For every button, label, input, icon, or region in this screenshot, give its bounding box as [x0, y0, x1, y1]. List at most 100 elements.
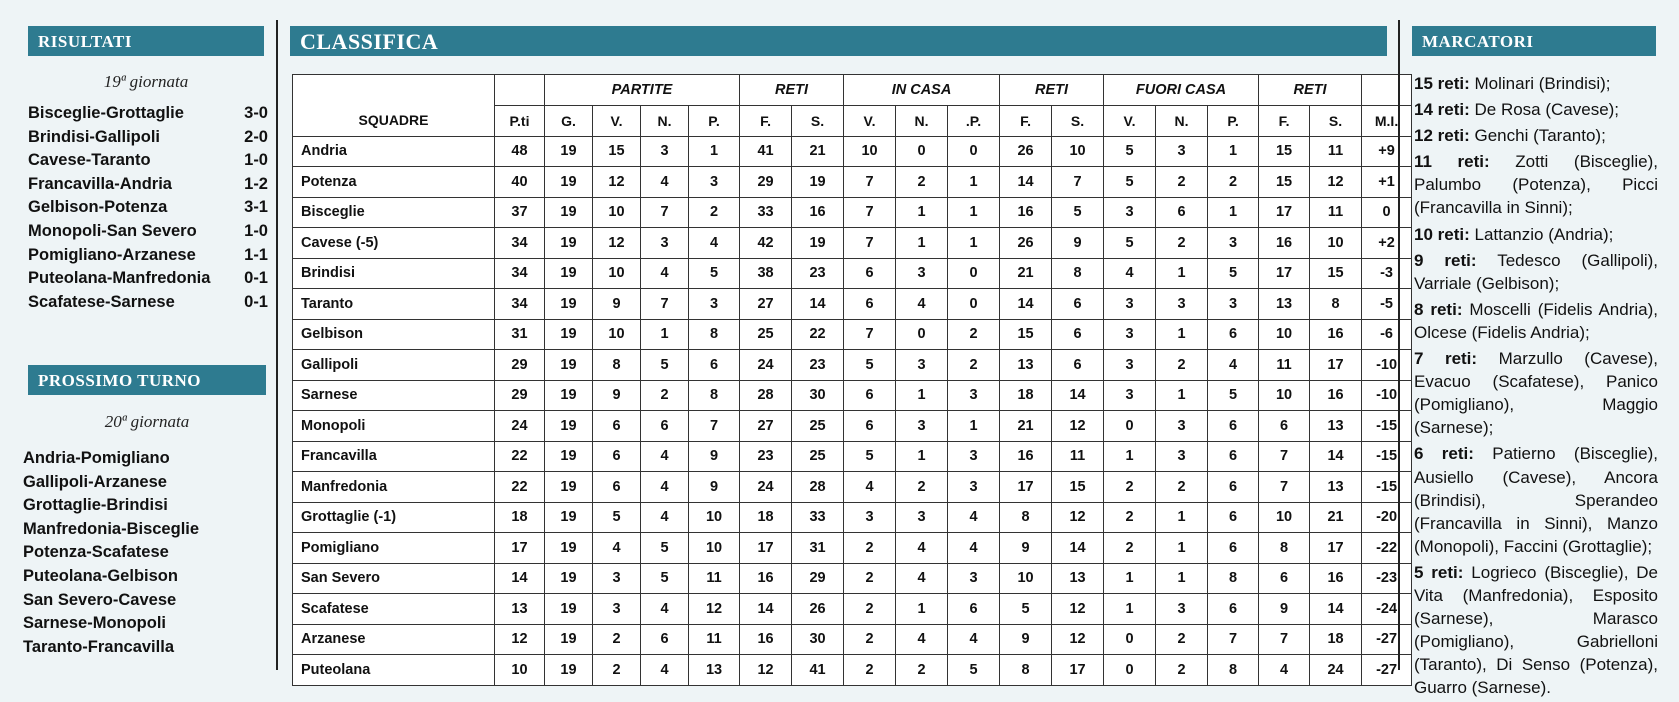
column-header: N. — [640, 104, 689, 137]
stat-cell: 23 — [791, 257, 845, 289]
classifica-title: Classifica — [300, 29, 439, 54]
stat-cell: 3 — [592, 593, 641, 625]
stat-cell: 10 — [687, 532, 741, 564]
stat-cell: +9 — [1361, 135, 1413, 167]
stat-cell: 10 — [843, 135, 897, 167]
stat-cell: 2 — [895, 654, 949, 686]
stat-cell: 3 — [640, 135, 689, 167]
stat-cell: 4 — [947, 532, 1001, 564]
stat-cell: 10 — [999, 562, 1053, 594]
stat-cell: -15 — [1361, 471, 1413, 503]
table-row: Gelbison 31 19 10 1 8 25 22 7 0 2 15 6 3 1 6 10 16 -6 — [292, 318, 1413, 350]
stat-cell: 24 — [739, 349, 793, 381]
stat-cell: 5 — [1207, 257, 1260, 289]
stat-cell: -20 — [1361, 501, 1413, 533]
fixtures-list: Andria-Pomigliano Gallipoli-Arzanese Grott… — [23, 447, 263, 659]
stat-cell: 4 — [895, 562, 949, 594]
stat-cell: 29 — [739, 166, 793, 198]
scorer-goals: 11 reti: — [1414, 152, 1490, 172]
team-name: Taranto — [292, 288, 495, 320]
stat-cell: 18 — [494, 501, 545, 533]
stat-cell: 6 — [843, 257, 897, 289]
stat-cell: 19 — [544, 440, 593, 472]
stat-cell: 1 — [895, 593, 949, 625]
scorer-group: 9 reti: Tedesco (Gallipoli), Varriale (G… — [1414, 249, 1658, 295]
stat-cell: 19 — [544, 196, 593, 228]
stat-cell: 19 — [544, 501, 593, 533]
stat-cell: 7 — [640, 288, 689, 320]
stat-cell: -24 — [1361, 593, 1413, 625]
stat-cell: 2 — [1103, 532, 1157, 564]
result-row: Pomigliano-Arzanese 1-1 — [28, 244, 272, 268]
stat-cell: 3 — [947, 562, 1001, 594]
stat-cell: 5 — [843, 349, 897, 381]
group-fuori-casa: FUORI CASA — [1103, 74, 1260, 106]
stat-cell: 17 — [739, 532, 793, 564]
stat-cell: 6 — [1051, 288, 1105, 320]
stat-cell: 11 — [1309, 135, 1363, 167]
stat-cell: 6 — [1207, 318, 1260, 350]
result-match: Francavilla-Andria — [28, 174, 172, 193]
table-row: Grottaglie (-1) 18 19 5 4 10 18 33 3 3 4 8 12 2 1 6 10 21… — [292, 501, 1413, 533]
stat-cell: 30 — [791, 623, 845, 655]
stat-cell: 22 — [494, 440, 545, 472]
stat-cell: -15 — [1361, 410, 1413, 442]
scorer-goals: 9 reti: — [1414, 250, 1477, 270]
stat-cell: -10 — [1361, 349, 1413, 381]
stat-cell: 33 — [739, 196, 793, 228]
stat-cell: 1 — [947, 166, 1001, 198]
stat-cell: 3 — [1207, 227, 1260, 259]
stat-cell: 9 — [687, 471, 741, 503]
team-name: Gallipoli — [292, 349, 495, 381]
stat-cell: 19 — [544, 654, 593, 686]
stat-cell: 5 — [687, 257, 741, 289]
stat-cell: 27 — [739, 410, 793, 442]
stat-cell: 9 — [999, 532, 1053, 564]
column-divider — [1398, 20, 1400, 670]
stat-cell: 5 — [843, 440, 897, 472]
stat-cell: 7 — [843, 196, 897, 228]
stat-cell: 31 — [494, 318, 545, 350]
table-row: Andria 48 19 15 3 1 41 21 10 0 0 26 10 5 3 1 15 11 +9 — [292, 135, 1413, 167]
fixture-row: Taranto-Francavilla — [23, 637, 174, 656]
stat-cell: 10 — [1309, 227, 1363, 259]
stat-cell: 3 — [1155, 440, 1209, 472]
stat-cell: 2 — [947, 318, 1001, 350]
stat-cell: 17 — [1051, 654, 1105, 686]
team-name: Grottaglie (-1) — [292, 501, 495, 533]
blank-cell — [1361, 74, 1413, 105]
stat-cell: 12 — [1051, 501, 1105, 533]
stat-cell: 14 — [1309, 593, 1363, 625]
stat-cell: 3 — [687, 288, 741, 320]
stat-cell: 16 — [1309, 379, 1363, 411]
stat-cell: -23 — [1361, 562, 1413, 594]
stat-cell: 4 — [640, 166, 689, 198]
stat-cell: 15 — [1258, 135, 1311, 167]
stat-cell: 10 — [687, 501, 741, 533]
table-row: Gallipoli 29 19 8 5 6 24 23 5 3 2 13 6 3 2 4 11 17 -10 — [292, 349, 1413, 381]
stat-cell: 6 — [1207, 440, 1260, 472]
prossimo-turno-header: Prossimo Turno — [28, 365, 266, 395]
standings-table: PARTITE RETI IN CASA RETI FUORI CASA RET… — [292, 74, 1413, 686]
stat-cell: 2 — [1103, 501, 1157, 533]
stat-cell: 8 — [1207, 562, 1260, 594]
stat-cell: 1 — [895, 379, 949, 411]
stat-cell: 1 — [947, 227, 1001, 259]
stat-cell: 7 — [843, 166, 897, 198]
blank-cell — [292, 74, 495, 105]
scorer-names: Moscelli (Fidelis Andria), Olcese (Fidel… — [1414, 299, 1658, 342]
team-name: Bisceglie — [292, 196, 495, 228]
stat-cell: 8 — [999, 654, 1053, 686]
stat-cell: 4 — [640, 654, 689, 686]
scorer-goals: 15 reti: — [1414, 74, 1470, 93]
fixture-row: Potenza-Scafatese — [23, 543, 169, 562]
stat-cell: 17 — [999, 471, 1053, 503]
stat-cell: 12 — [1051, 593, 1105, 625]
stat-cell: 15 — [1051, 471, 1105, 503]
stat-cell: 4 — [947, 501, 1001, 533]
stat-cell: 0 — [1103, 410, 1157, 442]
blank-cell — [494, 74, 545, 105]
team-name: San Severo — [292, 562, 495, 594]
stat-cell: 8 — [592, 349, 641, 381]
fixture-row: Puteolana-Gelbison — [23, 566, 178, 585]
